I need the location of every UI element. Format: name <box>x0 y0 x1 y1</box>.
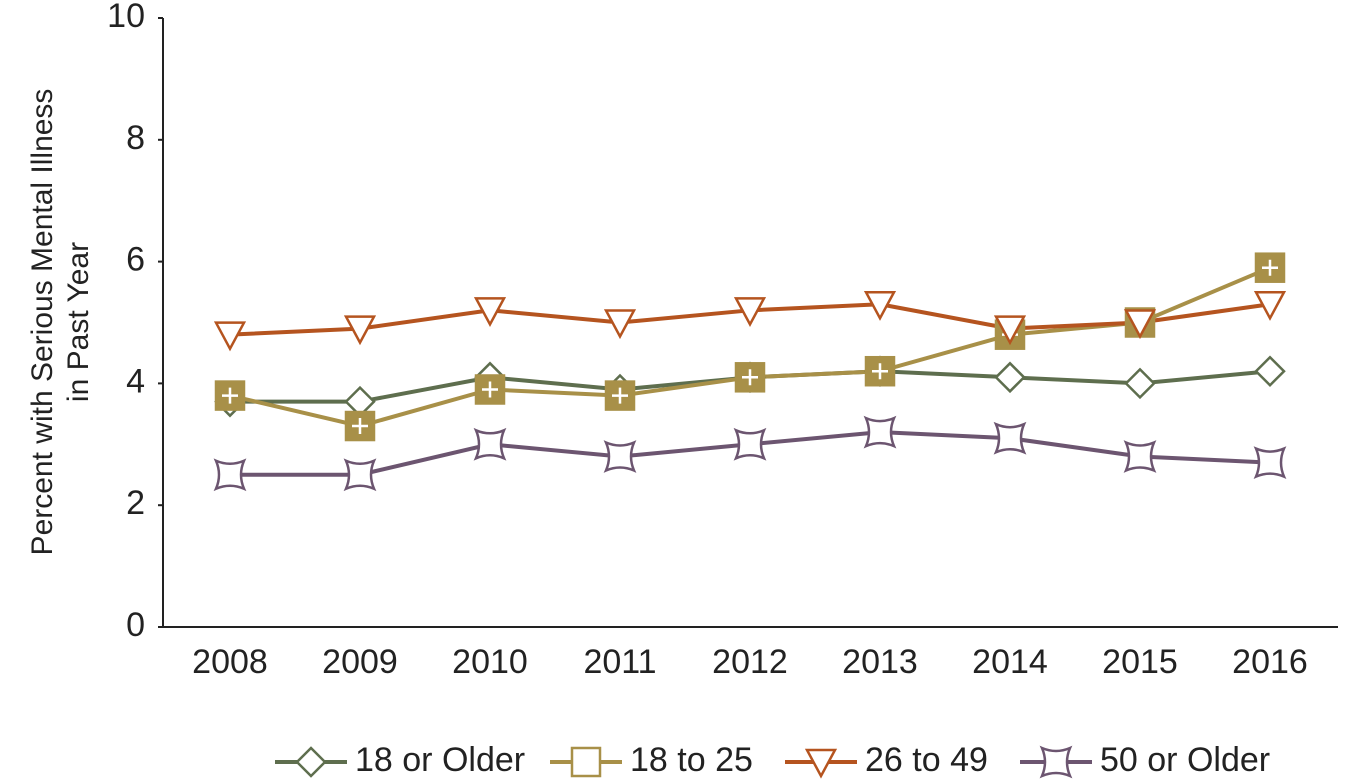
marker <box>213 321 247 352</box>
marker <box>1123 309 1157 340</box>
marker <box>473 297 507 327</box>
x-tick-label: 2010 <box>452 643 528 681</box>
y-tick-label: 2 <box>126 484 145 522</box>
legend-label: 26 to 49 <box>865 741 988 779</box>
y-tick-label: 10 <box>107 0 145 35</box>
x-tick-label: 2013 <box>842 643 918 681</box>
marker <box>1254 355 1286 387</box>
marker <box>1124 367 1156 400</box>
legend-label: 18 to 25 <box>630 741 753 779</box>
marker <box>733 297 767 327</box>
y-tick-label: 0 <box>126 606 145 644</box>
marker-cross <box>352 418 368 435</box>
series-line <box>229 265 1271 429</box>
legend-label: 18 or Older <box>355 741 525 779</box>
marker <box>603 440 637 473</box>
marker <box>863 290 897 321</box>
y-tick-label: 8 <box>126 119 145 157</box>
marker <box>804 748 838 779</box>
y-axis-label: Percent with Serious Mental Illness <box>26 89 59 556</box>
marker-cross <box>482 381 498 398</box>
x-tick-label: 2011 <box>583 643 656 681</box>
marker <box>1039 745 1073 779</box>
y-axis-label: in Past Year <box>62 242 95 402</box>
x-tick-label: 2009 <box>322 643 398 681</box>
marker <box>993 315 1027 346</box>
marker-cross <box>872 363 888 380</box>
marker <box>1253 290 1287 321</box>
marker-cross <box>222 387 238 404</box>
marker <box>993 421 1027 455</box>
marker <box>1253 446 1287 479</box>
marker-cross <box>1262 259 1278 276</box>
y-tick-label: 6 <box>126 241 145 279</box>
marker <box>733 427 767 461</box>
x-tick-label: 2008 <box>192 643 268 681</box>
marker <box>343 315 377 346</box>
marker <box>863 415 897 449</box>
x-tick-label: 2015 <box>1102 643 1178 681</box>
marker <box>295 746 327 778</box>
marker <box>213 458 247 492</box>
marker <box>473 427 507 461</box>
marker-cross <box>612 387 628 404</box>
marker <box>570 746 602 778</box>
marker <box>343 458 377 492</box>
marker-cross <box>742 369 758 386</box>
y-tick-label: 4 <box>126 362 145 400</box>
marker <box>1123 440 1157 473</box>
marker <box>994 361 1026 394</box>
x-tick-label: 2016 <box>1232 643 1308 681</box>
marker <box>603 309 637 340</box>
legend-label: 50 or Older <box>1100 741 1270 779</box>
x-tick-label: 2012 <box>712 643 788 681</box>
x-tick-label: 2014 <box>972 643 1048 681</box>
